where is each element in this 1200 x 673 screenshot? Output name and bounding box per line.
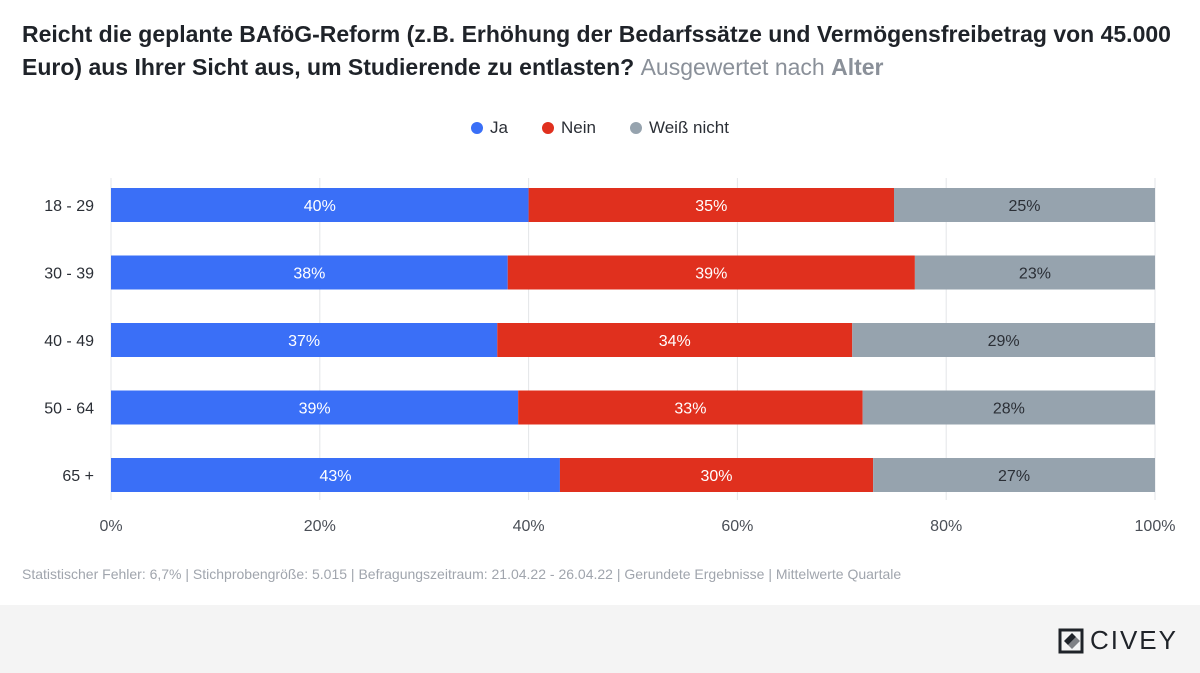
data-label: 39% <box>695 266 727 283</box>
data-label: 33% <box>674 401 706 418</box>
footer-note: Statistischer Fehler: 6,7% | Stichproben… <box>22 566 902 582</box>
y-category-label: 30 - 39 <box>44 266 94 283</box>
data-label: 39% <box>299 401 331 418</box>
data-label: 28% <box>993 401 1025 418</box>
data-label: 34% <box>659 333 691 350</box>
y-category-label: 50 - 64 <box>44 401 94 418</box>
legend-dot-ja <box>471 122 484 134</box>
data-label: 43% <box>319 468 351 485</box>
x-tick-label: 100% <box>1135 518 1176 535</box>
bar-segment <box>111 188 529 222</box>
legend-dot-weiss-nicht <box>629 122 642 134</box>
data-label: 30% <box>701 468 733 485</box>
x-tick-label: 60% <box>721 518 753 535</box>
data-label: 38% <box>293 266 325 283</box>
bar-segment <box>518 390 863 425</box>
chart-legend: Ja Nein Weiß nicht <box>0 118 1200 138</box>
stacked-bar-chart: 0% 20% 40% 60% 80% 100% 18 - 29 40% 35% 25% 30 - 3… <box>44 178 1176 535</box>
bar-segment <box>894 188 1155 222</box>
chart-title-dimension: Alter <box>831 54 884 80</box>
legend-label-nein: Nein <box>561 118 596 137</box>
footer-bar: CIVEY <box>0 605 1200 673</box>
bar-segment <box>914 255 1155 290</box>
data-label: 25% <box>1008 198 1040 215</box>
legend-dot-nein <box>542 122 554 134</box>
bar-segment <box>111 323 498 357</box>
data-label: 35% <box>695 198 727 215</box>
y-category-label: 40 - 49 <box>44 333 94 350</box>
chart-title-subtitle: Ausgewertet nach Alter <box>640 54 884 80</box>
brand[interactable]: CIVEY <box>1058 625 1178 656</box>
bar-segment <box>111 458 560 492</box>
x-tick-label: 20% <box>304 518 336 535</box>
x-tick-label: 40% <box>513 518 545 535</box>
bar-segment <box>852 323 1155 357</box>
legend-label-weiss-nicht: Weiß nicht <box>648 118 729 137</box>
bar-segment <box>862 390 1155 425</box>
y-category-label: 18 - 29 <box>44 198 94 215</box>
data-label: 40% <box>304 198 336 215</box>
bar-segment <box>528 188 894 222</box>
x-tick-label: 80% <box>930 518 962 535</box>
bar-segment <box>559 458 874 492</box>
data-label: 29% <box>988 333 1020 350</box>
data-label: 37% <box>288 333 320 350</box>
bar-segment <box>111 255 508 290</box>
legend-label-ja: Ja <box>490 118 508 137</box>
brand-name: CIVEY <box>1089 625 1178 655</box>
bar-segment <box>497 323 853 357</box>
bar-segment <box>507 255 915 290</box>
chart-title-question: Reicht die geplante BAföG-Reform (z.B. E… <box>22 21 1171 80</box>
bar-segment <box>111 390 519 425</box>
data-label: 27% <box>998 468 1030 485</box>
data-label: 23% <box>1019 266 1051 283</box>
x-tick-label: 0% <box>99 518 122 535</box>
chart-title: Reicht die geplante BAföG-Reform (z.B. E… <box>22 18 1172 84</box>
legend-item-nein[interactable]: Nein <box>542 118 596 138</box>
legend-item-ja[interactable]: Ja <box>471 118 508 138</box>
legend-item-weiss-nicht[interactable]: Weiß nicht <box>629 118 729 138</box>
civey-logo-icon <box>1058 628 1084 653</box>
y-category-label: 65 + <box>62 468 94 485</box>
bar-segment <box>873 458 1155 492</box>
